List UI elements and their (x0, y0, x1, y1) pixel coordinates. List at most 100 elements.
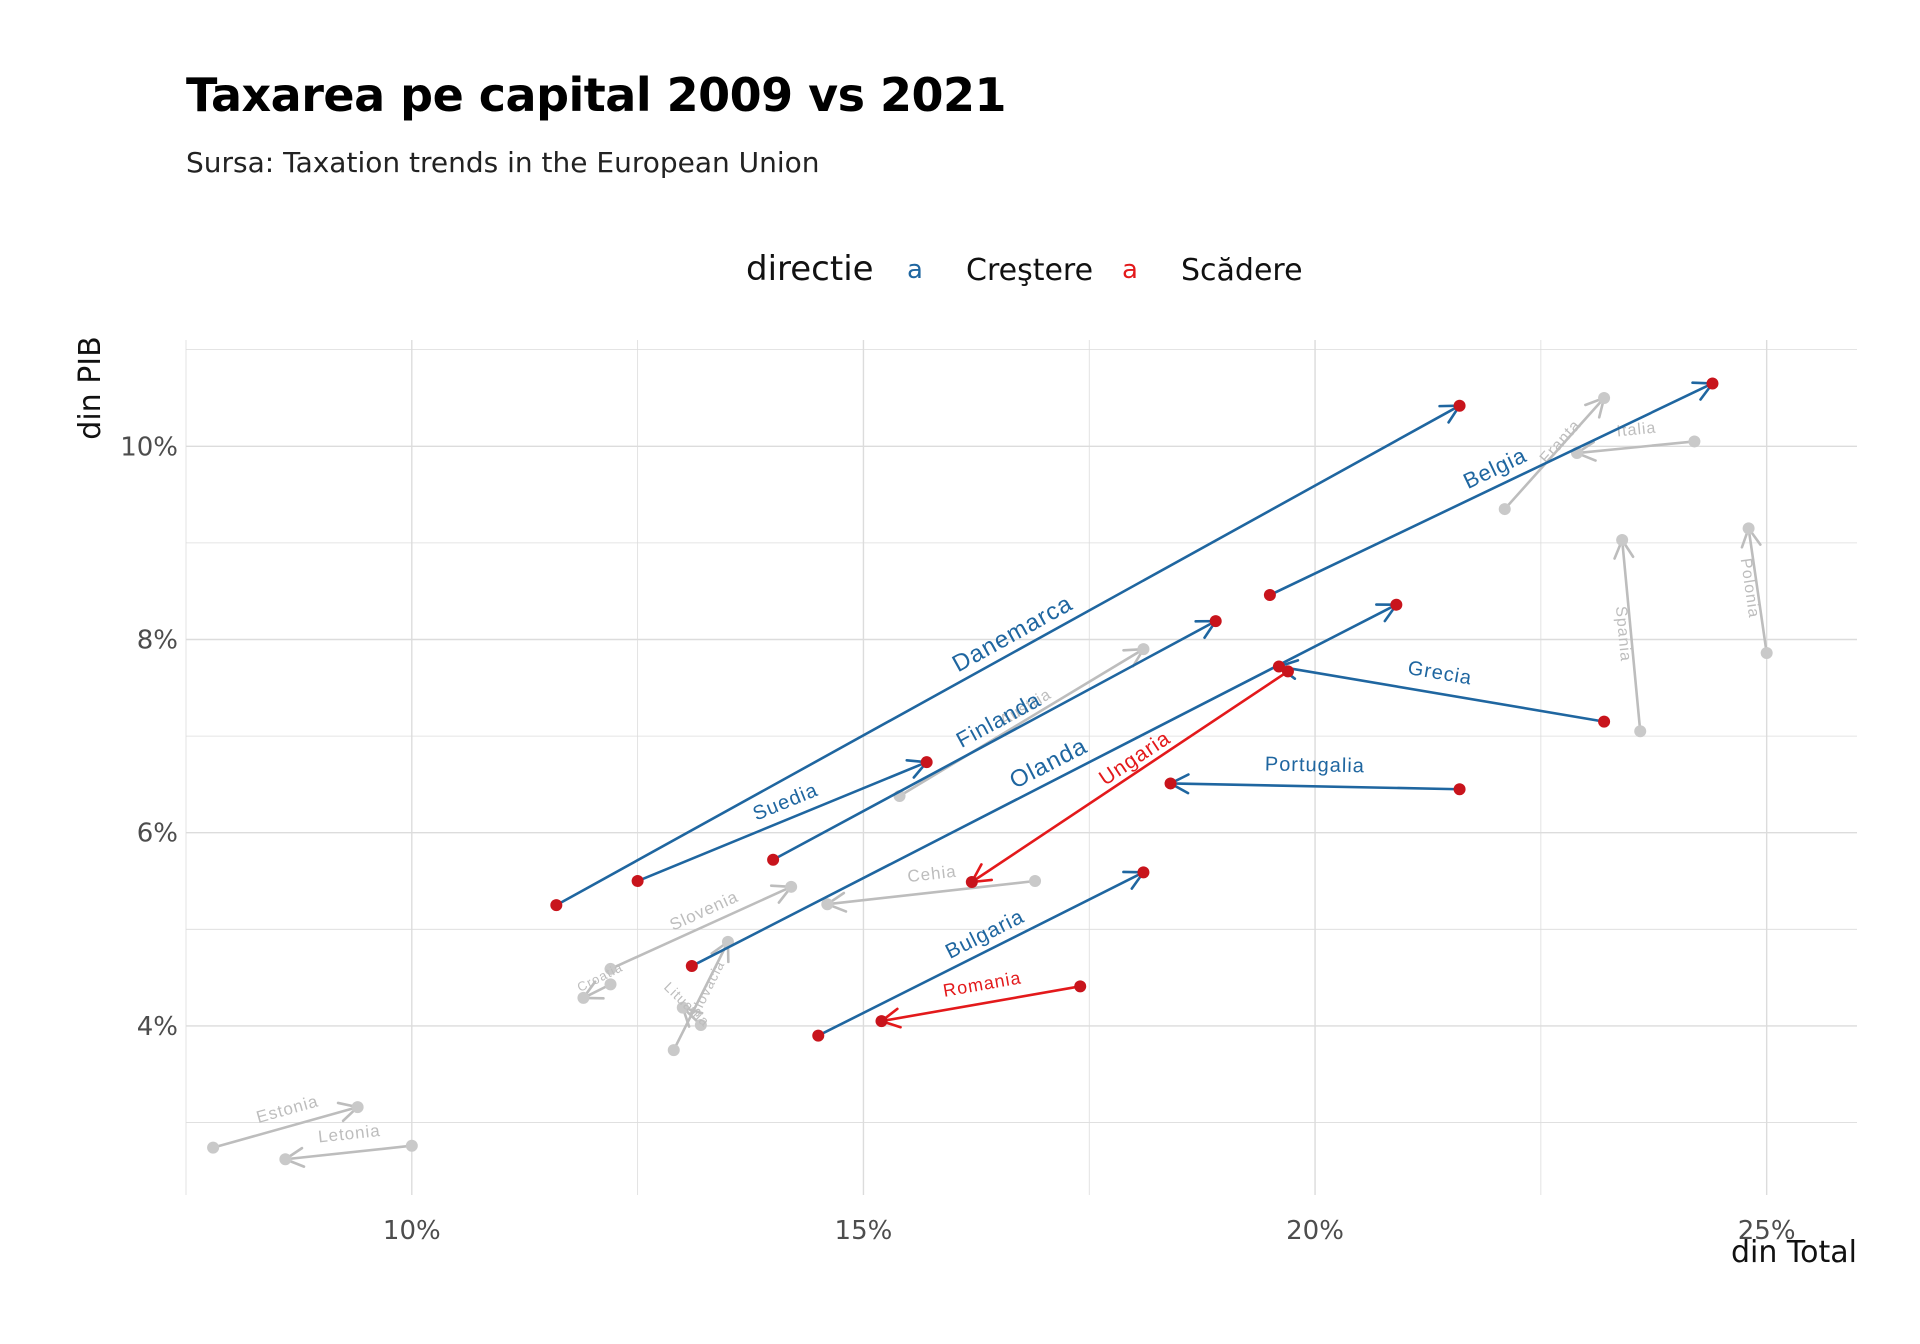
point-2009 (1074, 980, 1087, 993)
arrow-line (609, 885, 793, 971)
country-label-cehia: Cehia (906, 862, 957, 886)
point-2009 (1029, 875, 1042, 888)
chart-subtitle: Sursa: Taxation trends in the European U… (186, 146, 820, 179)
point-2009 (1453, 783, 1466, 796)
y-axis-title: din PIB (73, 336, 108, 439)
point-2021 (1616, 533, 1629, 546)
country-label-romania: Romania (942, 967, 1023, 1000)
y-axis-ticks: 4% 6% 8% 10% (120, 432, 178, 1042)
point-2009 (1498, 503, 1511, 516)
point-2021 (1209, 615, 1222, 628)
point-2021 (1742, 522, 1755, 535)
point-2009 (1281, 665, 1294, 678)
country-letonia: Letonia (279, 1121, 418, 1168)
arrow-line (1747, 527, 1768, 655)
x-tick-label: 15% (835, 1216, 893, 1246)
point-2021 (1453, 399, 1466, 412)
point-2021 (1137, 866, 1150, 879)
point-2009 (767, 853, 780, 866)
point-2021 (351, 1101, 364, 1114)
point-2009 (667, 1044, 680, 1057)
arrow-line (672, 940, 730, 1052)
point-2021 (1706, 377, 1719, 390)
point-2021 (821, 898, 834, 911)
point-2009 (207, 1141, 220, 1154)
arrow-line (636, 760, 928, 883)
point-2009 (604, 978, 617, 991)
point-2021 (1390, 598, 1403, 611)
point-2009 (1598, 715, 1611, 728)
country-italia: Italia (1570, 420, 1701, 462)
arrow-line (211, 1105, 359, 1149)
legend: directie a Creştere crestere a Scădere (746, 249, 1303, 289)
point-2009 (1263, 589, 1276, 602)
arrow-line (1620, 538, 1642, 733)
point-2021 (1598, 391, 1611, 404)
country-belgia: Belgia (1263, 377, 1719, 602)
country-spania: Spania (1612, 533, 1647, 738)
point-2009 (1760, 647, 1773, 660)
country-romania: Romania (875, 967, 1087, 1029)
point-2021 (279, 1153, 292, 1166)
country-label-franta: Franta (1537, 417, 1585, 467)
point-2009 (694, 1018, 707, 1031)
point-2021 (1272, 660, 1285, 673)
country-label-grecia: Grecia (1406, 657, 1474, 690)
point-2009 (631, 875, 644, 888)
point-2021 (920, 756, 933, 769)
country-label-suedia: Suedia (750, 779, 822, 825)
arrow-line (1503, 396, 1606, 511)
arrow-line (1277, 665, 1606, 723)
arrow-line (555, 404, 1461, 907)
arrow-line (826, 879, 1037, 906)
chart-title: Taxarea pe capital 2009 vs 2021 (186, 68, 1007, 122)
y-tick-label: 6% (137, 819, 178, 849)
legend-title: directie (746, 249, 874, 289)
arrow-line (898, 647, 1145, 798)
country-label-spania: Spania (1612, 605, 1634, 662)
country-label-italia: Italia (1616, 420, 1657, 441)
x-tick-label: 25% (1738, 1216, 1796, 1246)
point-2021 (785, 880, 798, 893)
country-label-bulgaria: Bulgaria (942, 905, 1028, 964)
arrow-line (1268, 382, 1714, 597)
country-label-portugalia: Portugalia (1265, 753, 1365, 777)
x-tick-label: 20% (1286, 1216, 1344, 1246)
point-2009 (812, 1029, 825, 1042)
other-countries: Franta ItaliaSpaniaPoloniaAustriaCehiaSlo… (207, 391, 1773, 1168)
point-2009 (1688, 435, 1701, 448)
point-2009 (685, 960, 698, 973)
country-croatia: Croatia (575, 960, 625, 1004)
x-axis-title: din Total (1731, 1235, 1857, 1270)
country-label-olanda: Olanda (1005, 732, 1092, 794)
point-2021 (875, 1015, 888, 1028)
country-cehia: Cehia (821, 862, 1042, 913)
country-grecia: Grecia (1272, 657, 1611, 728)
point-2021 (577, 991, 590, 1004)
y-tick-label: 8% (137, 625, 178, 655)
legend-label-crestere: Creştere (966, 253, 1093, 288)
country-label-estonia: Estonia (254, 1091, 320, 1127)
point-2009 (405, 1139, 418, 1152)
arrow-line (880, 985, 1082, 1023)
country-label-belgia: Belgia (1459, 442, 1530, 494)
country-suedia: Suedia (631, 756, 933, 888)
country-label-danemarca: Danemarca (948, 590, 1078, 678)
legend-label-scadere: Scădere (1181, 253, 1303, 288)
country-label-polonia: Polonia (1737, 557, 1762, 619)
y-tick-label: 4% (137, 1012, 178, 1042)
x-axis-ticks: 10% 15% 20% 25% (383, 1216, 1796, 1246)
point-2021 (676, 1001, 689, 1014)
point-2021 (965, 875, 978, 888)
y-tick-label: 10% (120, 432, 178, 462)
arrow-line (816, 871, 1145, 1037)
point-2009 (604, 962, 617, 975)
legend-key-scadere-glyph: a (1122, 255, 1138, 285)
country-portugalia: Portugalia (1164, 753, 1466, 796)
arrow-line (284, 1144, 414, 1161)
x-tick-label: 10% (383, 1216, 441, 1246)
point-2021 (1137, 643, 1150, 656)
arrow-line (1575, 440, 1696, 455)
arrow-line (970, 670, 1290, 884)
